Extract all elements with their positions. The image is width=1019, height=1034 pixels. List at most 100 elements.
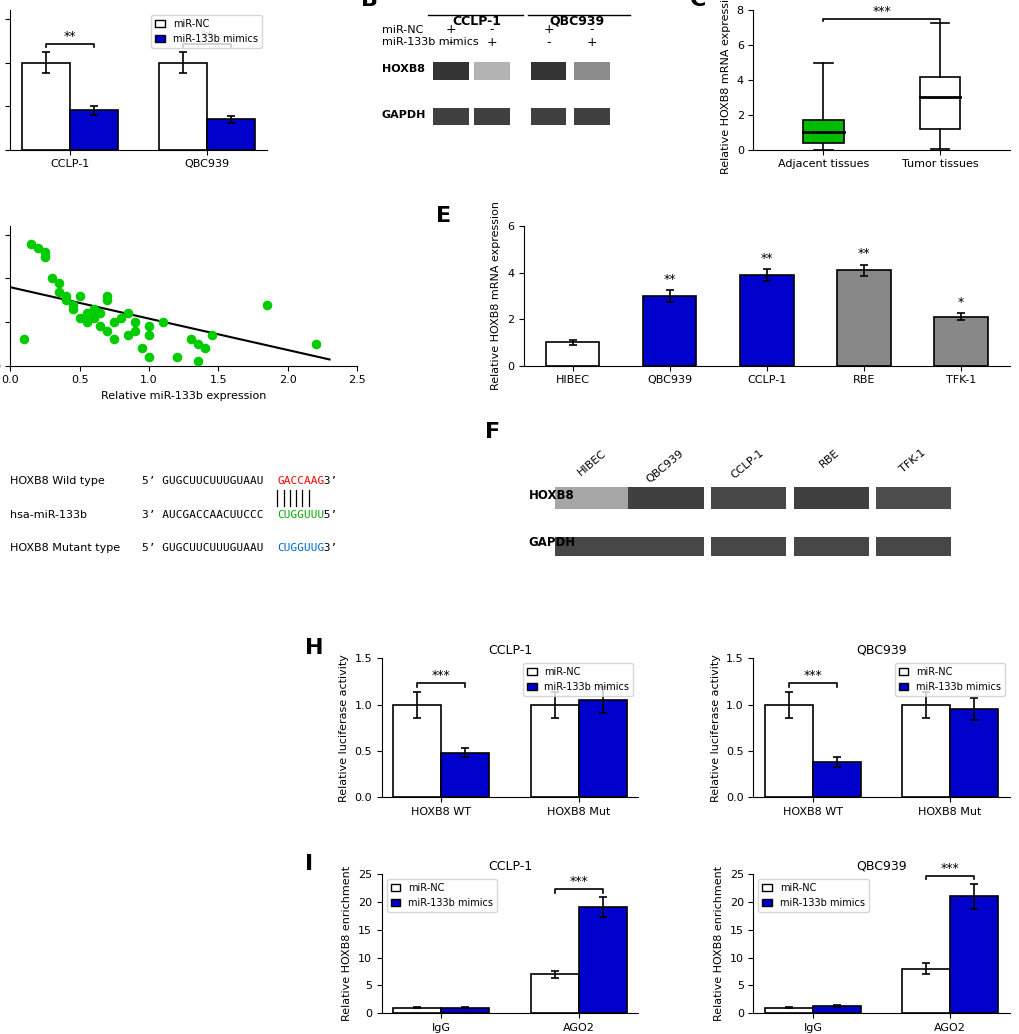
Point xyxy=(71,309,88,326)
Bar xyxy=(628,487,703,509)
Point xyxy=(78,313,95,330)
Point xyxy=(51,283,67,300)
Point xyxy=(86,309,102,326)
Text: QBC939: QBC939 xyxy=(644,448,685,484)
Point xyxy=(127,323,144,339)
Bar xyxy=(628,537,703,556)
X-axis label: Relative miR-133b expression: Relative miR-133b expression xyxy=(101,391,266,401)
Text: CUGGUUU: CUGGUUU xyxy=(277,510,324,520)
Bar xyxy=(950,709,998,797)
Text: ***: *** xyxy=(940,861,959,875)
Point xyxy=(203,327,219,343)
Text: 3’ AUCGACCAACUUCCC: 3’ AUCGACCAACUUCCC xyxy=(142,510,263,520)
Y-axis label: Relative HOXB8 mRNA expression: Relative HOXB8 mRNA expression xyxy=(720,0,731,175)
Text: C: C xyxy=(689,0,705,10)
Bar xyxy=(837,270,890,366)
Y-axis label: Relative HOXB8 enrichment: Relative HOXB8 enrichment xyxy=(713,866,723,1022)
Point xyxy=(168,348,184,365)
Bar xyxy=(69,111,117,150)
Bar xyxy=(793,537,868,556)
Point xyxy=(133,340,150,357)
Point xyxy=(44,270,60,286)
Text: **: ** xyxy=(201,30,213,42)
Bar xyxy=(21,63,69,150)
Bar xyxy=(159,63,207,150)
Text: B: B xyxy=(361,0,378,10)
Bar xyxy=(902,969,950,1013)
Point xyxy=(120,327,137,343)
Point xyxy=(86,301,102,317)
Bar xyxy=(555,537,630,556)
Point xyxy=(37,248,53,265)
Point xyxy=(92,305,108,322)
Text: E: E xyxy=(436,206,451,226)
Text: HOXB8 Mutant type: HOXB8 Mutant type xyxy=(10,543,120,553)
Text: 3’: 3’ xyxy=(317,477,337,486)
Legend: miR-NC, miR-133b mimics: miR-NC, miR-133b mimics xyxy=(894,663,1004,696)
Bar xyxy=(764,1008,812,1013)
Text: **: ** xyxy=(857,247,869,261)
Title: QBC939: QBC939 xyxy=(856,644,906,657)
Text: F: F xyxy=(485,422,499,442)
Text: hsa-miR-133b: hsa-miR-133b xyxy=(10,510,87,520)
Point xyxy=(113,309,129,326)
Point xyxy=(37,244,53,261)
Point xyxy=(155,313,171,330)
Text: +: + xyxy=(586,36,597,49)
Point xyxy=(22,236,39,252)
Point xyxy=(127,313,144,330)
Bar xyxy=(764,704,812,797)
Text: ***: *** xyxy=(803,669,821,682)
Bar xyxy=(950,896,998,1013)
Point xyxy=(120,305,137,322)
Text: +: + xyxy=(542,24,553,36)
Text: -: - xyxy=(589,24,594,36)
Text: TFK-1: TFK-1 xyxy=(897,448,926,475)
Text: HOXB8: HOXB8 xyxy=(528,489,574,501)
Text: HIBEC: HIBEC xyxy=(575,448,607,478)
Text: *: * xyxy=(957,296,963,309)
Y-axis label: Relative luciferase activity: Relative luciferase activity xyxy=(710,653,719,801)
Title: CCLP-1: CCLP-1 xyxy=(487,860,532,873)
Text: -: - xyxy=(545,36,550,49)
Legend: miR-NC, miR-133b mimics: miR-NC, miR-133b mimics xyxy=(151,16,262,48)
Text: -: - xyxy=(489,24,494,36)
Point xyxy=(106,331,122,347)
Y-axis label: Relative luciferase activity: Relative luciferase activity xyxy=(338,653,348,801)
Bar xyxy=(578,700,626,797)
Bar xyxy=(207,119,255,150)
Text: GAPDH: GAPDH xyxy=(381,110,426,120)
Text: ***: *** xyxy=(432,669,450,682)
Point xyxy=(307,335,323,352)
Text: HOXB8 Wild type: HOXB8 Wild type xyxy=(10,477,105,486)
Point xyxy=(141,348,157,365)
Point xyxy=(57,287,73,304)
Bar xyxy=(802,120,843,143)
Bar xyxy=(555,487,630,509)
Bar xyxy=(918,77,959,129)
Text: HOXB8: HOXB8 xyxy=(381,64,425,73)
Point xyxy=(99,292,115,308)
Point xyxy=(64,301,81,317)
Point xyxy=(57,292,73,308)
Text: **: ** xyxy=(760,252,772,265)
Bar xyxy=(710,537,786,556)
Y-axis label: Relative HOXB8 mRNA expression: Relative HOXB8 mRNA expression xyxy=(491,202,501,391)
Point xyxy=(78,305,95,322)
Point xyxy=(182,331,199,347)
Point xyxy=(71,287,88,304)
Bar xyxy=(933,316,986,366)
Point xyxy=(190,353,206,369)
Point xyxy=(16,331,33,347)
Y-axis label: Relative HOXB8 enrichment: Relative HOXB8 enrichment xyxy=(342,866,353,1022)
Point xyxy=(259,297,275,313)
Text: **: ** xyxy=(662,273,676,286)
Bar xyxy=(812,762,860,797)
Text: I: I xyxy=(305,854,313,874)
Point xyxy=(106,313,122,330)
Point xyxy=(197,340,213,357)
Bar xyxy=(393,1008,441,1013)
Text: GAPDH: GAPDH xyxy=(528,536,576,549)
Bar xyxy=(578,908,626,1013)
Title: CCLP-1: CCLP-1 xyxy=(487,644,532,657)
